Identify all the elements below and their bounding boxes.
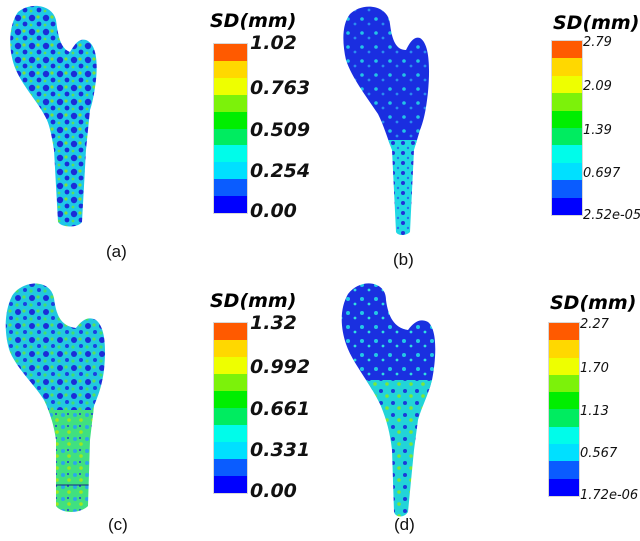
caption-a: (a) (106, 242, 127, 261)
colorbar-seg (214, 425, 247, 442)
colorbar-tick: 1.32 (250, 312, 297, 334)
colorbar-seg (552, 58, 582, 76)
femur-map-d (341, 283, 436, 517)
colorbar-seg (214, 391, 247, 408)
colorbar-seg (214, 323, 247, 340)
colorbar-seg (549, 357, 579, 375)
femur-map-c (5, 283, 106, 512)
colorbar-seg (552, 145, 582, 163)
colorbar-seg (214, 128, 247, 146)
colorbar-title-b: SD(mm) (553, 12, 640, 34)
colorbar-seg (549, 426, 579, 445)
colorbar-tick: 0.00 (250, 200, 297, 222)
colorbar-seg (214, 442, 247, 459)
colorbar-tick: 0.992 (250, 356, 311, 378)
colorbar-tick: 0.254 (250, 160, 311, 182)
colorbar-tick: 2.79 (583, 35, 612, 50)
colorbar-seg (214, 111, 247, 129)
colorbar-seg (214, 476, 247, 493)
colorbar-tick: 1.39 (583, 123, 612, 138)
colorbar-seg (214, 162, 247, 180)
colorbar-seg (214, 179, 247, 197)
femur-map-b (343, 6, 430, 236)
colorbar-tick: 0.567 (580, 446, 618, 461)
colorbar-seg (214, 77, 247, 95)
colorbar-tick: 1.13 (580, 404, 609, 419)
colorbar-seg (552, 162, 582, 181)
colorbar-tick: 2.52e-05 (583, 208, 640, 223)
colorbar-seg (552, 180, 582, 198)
colorbar-seg (214, 374, 247, 391)
colorbar-title-c: SD(mm) (210, 290, 297, 312)
colorbar-tick: 1.72e-06 (580, 488, 639, 503)
colorbar-seg (549, 374, 579, 393)
colorbar-tick: 0.00 (250, 480, 297, 502)
colorbar-seg (549, 461, 579, 479)
colorbar-seg (549, 392, 579, 410)
colorbar-tick: 1.70 (580, 361, 609, 376)
colorbar-seg (552, 128, 582, 146)
colorbar-seg (549, 444, 579, 462)
caption-b: (b) (393, 250, 414, 269)
colorbar-title-a: SD(mm) (210, 10, 297, 32)
colorbar-seg (214, 60, 247, 78)
colorbar-tick: 0.331 (250, 439, 311, 461)
colorbar-seg (552, 197, 582, 216)
colorbar-tick: 0.661 (250, 398, 311, 420)
colorbar-tick: 1.02 (250, 32, 297, 54)
colorbar-seg (549, 478, 579, 496)
colorbar-seg (214, 408, 247, 425)
colorbar-title-d: SD(mm) (550, 292, 637, 314)
colorbar-seg (214, 196, 247, 214)
colorbar-seg (552, 110, 582, 129)
colorbar-seg (214, 340, 247, 357)
colorbar-seg (549, 409, 579, 427)
colorbar-d (548, 322, 580, 497)
caption-d: (d) (394, 515, 415, 534)
colorbar-seg (552, 75, 582, 94)
colorbar-tick: 2.27 (580, 317, 609, 332)
colorbar-seg (549, 323, 579, 341)
femur-map-a (10, 5, 97, 227)
colorbar-tick: 0.763 (250, 77, 311, 99)
colorbar-tick: 0.509 (250, 119, 311, 141)
colorbar-seg (549, 340, 579, 358)
caption-c: (c) (108, 515, 128, 534)
colorbar-tick: 2.09 (583, 79, 612, 94)
colorbar-seg (214, 459, 247, 476)
colorbar-seg (552, 41, 582, 59)
colorbar-seg (214, 94, 247, 112)
colorbar-tick: 0.697 (583, 166, 621, 181)
colorbar-seg (214, 44, 247, 61)
colorbar-a (213, 43, 248, 214)
colorbar-seg (214, 357, 247, 374)
colorbar-seg (552, 93, 582, 111)
colorbar-b (551, 40, 583, 216)
colorbar-c (213, 322, 248, 494)
colorbar-seg (214, 145, 247, 163)
